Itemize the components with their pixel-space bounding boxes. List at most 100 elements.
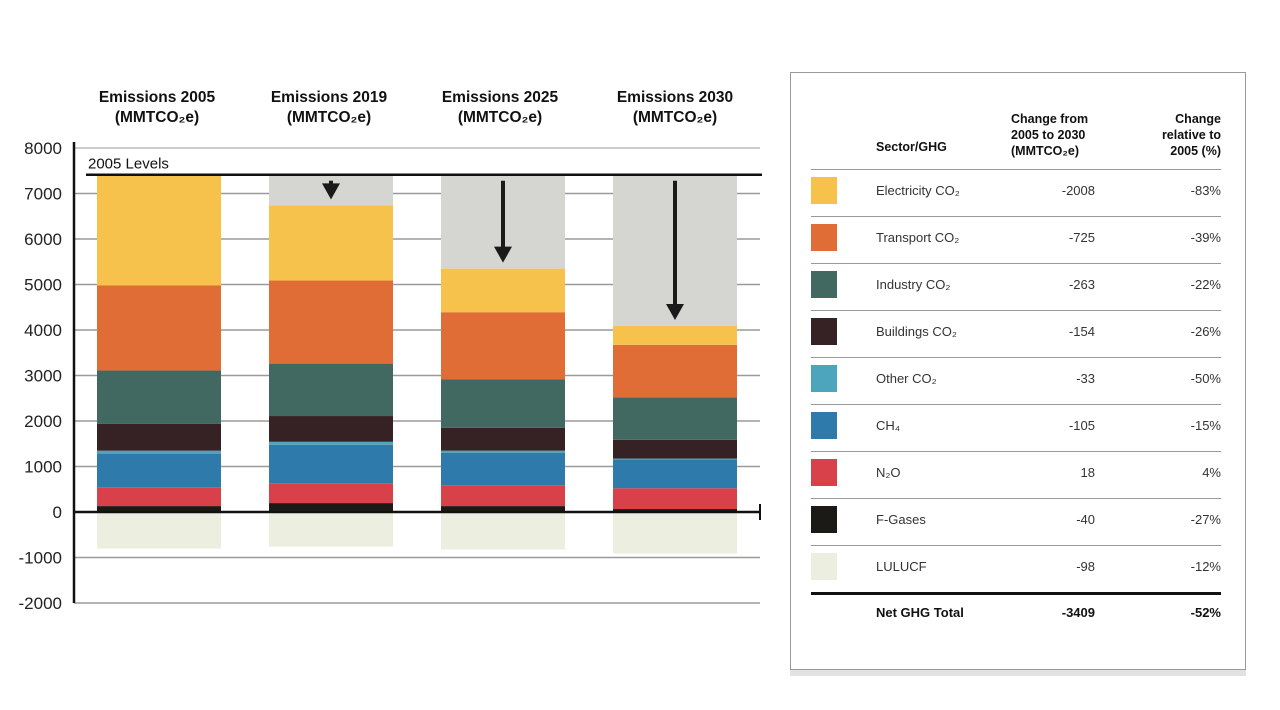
- color-swatch: [811, 318, 837, 345]
- table-total-row: Net GHG Total -3409 -52%: [811, 592, 1221, 635]
- table-row: Electricity CO₂ -2008 -83%: [811, 169, 1221, 217]
- sector-label: Transport CO₂: [876, 230, 960, 245]
- total-change: -3409: [1061, 605, 1095, 620]
- header-change-abs: Change from 2005 to 2030 (MMTCO₂e): [1011, 111, 1088, 159]
- legend-table-panel: Sector/GHG Change from 2005 to 2030 (MMT…: [790, 72, 1246, 670]
- color-swatch: [811, 177, 837, 204]
- change-value: -33: [1076, 371, 1095, 386]
- table-row: Industry CO₂ -263 -22%: [811, 263, 1221, 311]
- y-tick-label: 2000: [24, 412, 62, 431]
- bar-segment-buildings-co-: [269, 416, 393, 442]
- header-line: (MMTCO₂e): [1011, 144, 1080, 158]
- change-percent: -26%: [1190, 324, 1221, 339]
- bar-segment-electricity-co-: [441, 268, 565, 313]
- bar-segment-buildings-co-: [613, 439, 737, 459]
- table-row: CH₄ -105 -15%: [811, 404, 1221, 452]
- bar-segment-f-gases: [441, 506, 565, 512]
- column-title-line: Emissions 2005: [98, 89, 216, 106]
- change-value: 18: [1080, 465, 1095, 480]
- change-value: -725: [1068, 230, 1095, 245]
- bar-segment-ch-: [613, 459, 737, 489]
- bar-segment-other-co-: [269, 441, 393, 445]
- sector-label: N₂O: [876, 465, 901, 480]
- change-percent: -27%: [1190, 512, 1221, 527]
- column-title-2005: Emissions 2005 (MMTCO₂e): [82, 88, 232, 128]
- change-percent: -15%: [1190, 418, 1221, 433]
- bar-segment-buildings-co-: [97, 423, 221, 451]
- bar-segment-n-o: [269, 483, 393, 504]
- table-row: F-Gases -40 -27%: [811, 498, 1221, 546]
- column-title-2019: Emissions 2019 (MMTCO₂e): [254, 88, 404, 128]
- bar-segment-f-gases: [269, 503, 393, 512]
- bar-segment-ch-: [441, 452, 565, 486]
- header-change-pct: Change relative to 2005 (%): [1162, 111, 1221, 159]
- change-percent: -12%: [1190, 559, 1221, 574]
- table-row: Buildings CO₂ -154 -26%: [811, 310, 1221, 358]
- bar-segment-transport-co-: [441, 312, 565, 380]
- reduction-arrow-head: [494, 246, 512, 263]
- y-tick-label: -2000: [19, 594, 62, 613]
- plot-area: 8000 7000 6000 5000 4000 3000 2000 1000 0 -1000 -2…: [19, 139, 762, 613]
- bar-segment-n-o: [613, 488, 737, 510]
- color-swatch: [811, 271, 837, 298]
- sector-label: LULUCF: [876, 559, 927, 574]
- change-value: -263: [1068, 277, 1095, 292]
- color-swatch: [811, 553, 837, 580]
- table-row: LULUCF -98 -12%: [811, 545, 1221, 593]
- change-percent: -83%: [1190, 183, 1221, 198]
- bar-segment-ch-: [97, 453, 221, 488]
- table-row: Transport CO₂ -725 -39%: [811, 216, 1221, 264]
- bar-segment-transport-co-: [269, 280, 393, 364]
- reduction-arrow-head: [666, 304, 684, 321]
- y-tick-label: 5000: [24, 276, 62, 295]
- bar-segment-lulucf: [613, 512, 737, 554]
- bar-segment-lulucf: [269, 512, 393, 547]
- sector-label: Buildings CO₂: [876, 324, 957, 339]
- stacked-bar-chart: Emissions 2005 (MMTCO₂e) Emissions 2019 …: [19, 88, 762, 613]
- change-percent: -39%: [1190, 230, 1221, 245]
- header-line: Change: [1175, 112, 1221, 126]
- bar-segment-transport-co-: [613, 344, 737, 398]
- column-title-line: Emissions 2019: [270, 89, 388, 106]
- header-sector: Sector/GHG: [876, 140, 947, 154]
- change-value: -105: [1068, 418, 1095, 433]
- reference-line-label: 2005 Levels: [88, 156, 169, 173]
- column-title-line: Emissions 2025: [441, 89, 559, 106]
- y-tick-label: 7000: [24, 185, 62, 204]
- bar-segment-other-co-: [613, 458, 737, 460]
- header-line: relative to: [1161, 128, 1221, 142]
- sector-label: F-Gases: [876, 512, 926, 527]
- y-tick-label: 4000: [24, 321, 62, 340]
- color-swatch: [811, 224, 837, 251]
- table-row: N₂O 18 4%: [811, 451, 1221, 499]
- column-title-unit: (MMTCO₂e): [632, 109, 718, 126]
- bar-segment-transport-co-: [97, 285, 221, 371]
- bar-segment-f-gases: [97, 506, 221, 512]
- column-title-unit: (MMTCO₂e): [114, 109, 200, 126]
- reduction-arrow-head: [322, 183, 340, 200]
- bar-segment-other-co-: [97, 450, 221, 454]
- bar-segment-ch-: [269, 444, 393, 484]
- bar-segment-industry-co-: [269, 363, 393, 417]
- change-percent: -50%: [1190, 371, 1221, 386]
- change-percent: -22%: [1190, 277, 1221, 292]
- y-tick-label: 6000: [24, 230, 62, 249]
- column-title-2030: Emissions 2030 (MMTCO₂e): [600, 88, 750, 128]
- change-value: -40: [1076, 512, 1095, 527]
- sector-label: Other CO₂: [876, 371, 937, 386]
- header-line: Change from: [1011, 112, 1089, 126]
- bar-segment-n-o: [441, 485, 565, 507]
- bar-segment-industry-co-: [613, 397, 737, 440]
- table-row: Other CO₂ -33 -50%: [811, 357, 1221, 405]
- bar-segment-n-o: [97, 487, 221, 507]
- bar-segment-electricity-co-: [97, 174, 221, 286]
- change-percent: 4%: [1202, 465, 1221, 480]
- header-line: 2005 to 2030: [1011, 128, 1086, 142]
- column-title-2025: Emissions 2025 (MMTCO₂e): [425, 88, 575, 128]
- bar-segment-electricity-co-: [613, 326, 737, 345]
- color-swatch: [811, 365, 837, 392]
- color-swatch: [811, 459, 837, 486]
- y-tick-label: 8000: [24, 139, 62, 158]
- bar-segment-industry-co-: [97, 370, 221, 424]
- change-value: -2008: [1061, 183, 1095, 198]
